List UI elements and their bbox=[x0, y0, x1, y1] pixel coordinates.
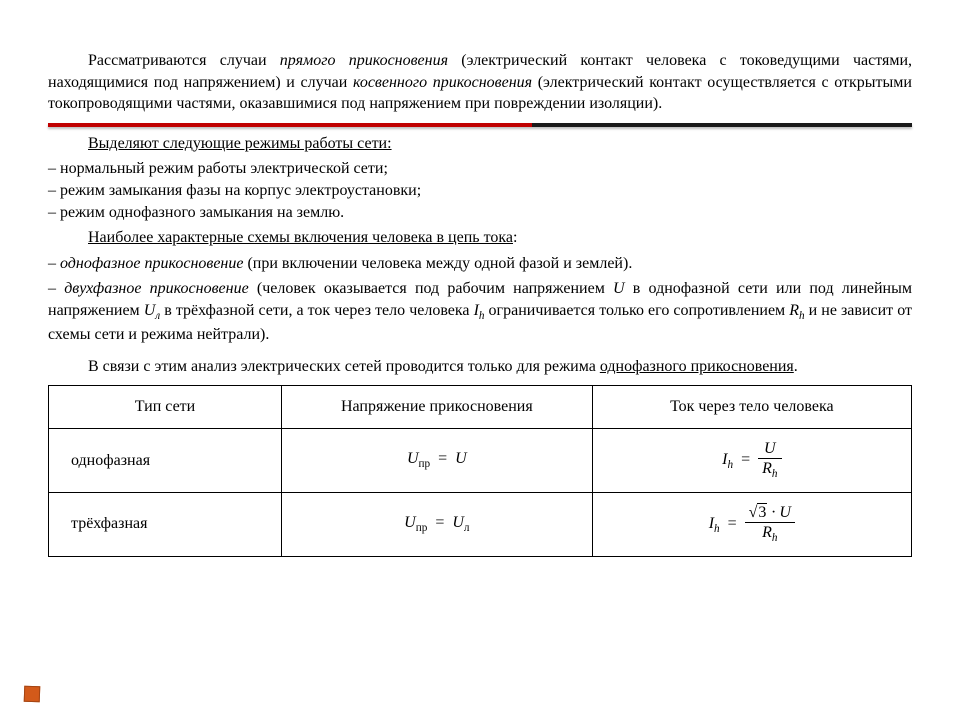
slide-marker-icon bbox=[24, 686, 41, 703]
conclusion-prefix: В связи с этим анализ электрических сете… bbox=[88, 358, 600, 375]
v1-lhs-sub: пр bbox=[419, 458, 431, 470]
schemes-heading-suffix: : bbox=[513, 229, 517, 246]
conclusion-under: однофазного прикосновения bbox=[600, 358, 794, 375]
scheme2-Rh: R bbox=[789, 302, 799, 319]
intro-em-1: прямого прикосновения bbox=[280, 52, 448, 69]
scheme1-rest: (при включении человека между одной фазо… bbox=[243, 255, 632, 272]
v2-rhs-sub: л bbox=[464, 522, 470, 534]
th-voltage: Напряжение прикосновения bbox=[282, 386, 593, 429]
conclusion-paragraph: В связи с этим анализ электрических сете… bbox=[48, 356, 912, 378]
document-page: Рассматриваются случаи прямого прикоснов… bbox=[0, 0, 960, 577]
cell-current-2: Ih = √3 · U Rh bbox=[592, 492, 911, 556]
i2-den-sub: h bbox=[772, 532, 778, 544]
th-type: Тип сети bbox=[49, 386, 282, 429]
v2-lhs: U bbox=[404, 514, 416, 531]
cell-current-1: Ih = U Rh bbox=[592, 429, 911, 493]
scheme-line-1: – однофазное прикосновение (при включени… bbox=[48, 253, 912, 275]
cell-voltage-2: Uпр = Uл bbox=[282, 492, 593, 556]
scheme2-Ul: U bbox=[144, 302, 156, 319]
schemes-heading-line: Наиболее характерные схемы включения чел… bbox=[48, 227, 912, 249]
th-current: Ток через тело человека bbox=[592, 386, 911, 429]
cell-type-2: трёхфазная bbox=[49, 492, 282, 556]
modes-item-1: – нормальный режим работы электрической … bbox=[48, 158, 912, 180]
v1-lhs: U bbox=[407, 450, 419, 467]
modes-item-2: – режим замыкания фазы на корпус электро… bbox=[48, 180, 912, 202]
scheme2-em: – двухфазное прикосновение bbox=[48, 280, 249, 297]
modes-heading-line: Выделяют следующие режимы работы сети: bbox=[48, 133, 912, 155]
i1-den-sub: h bbox=[772, 468, 778, 480]
i2-lhs-sub: h bbox=[714, 523, 720, 535]
scheme1-em: – однофазное прикосновение bbox=[48, 255, 243, 272]
i1-num: U bbox=[758, 439, 781, 459]
table-row: трёхфазная Uпр = Uл Ih = √3 · U Rh bbox=[49, 492, 912, 556]
v2-op: = bbox=[435, 514, 444, 531]
modes-heading: Выделяют следующие режимы работы сети: bbox=[88, 135, 392, 152]
divider-black bbox=[532, 123, 912, 127]
network-table: Тип сети Напряжение прикосновения Ток че… bbox=[48, 385, 912, 556]
table-row: однофазная Uпр = U Ih = U Rh bbox=[49, 429, 912, 493]
scheme-line-2: – двухфазное прикосновение (человек оказ… bbox=[48, 278, 912, 345]
schemes-heading: Наиболее характерные схемы включения чел… bbox=[88, 229, 513, 246]
v2-lhs-sub: пр bbox=[416, 522, 428, 534]
intro-em-2: косвенного прикосновения bbox=[353, 74, 532, 91]
v1-rhs: U bbox=[455, 450, 467, 467]
divider-red bbox=[48, 123, 532, 127]
conclusion-suffix: . bbox=[794, 358, 798, 375]
scheme2-d: ограничивается только его сопротивлением bbox=[485, 302, 790, 319]
cell-type-1: однофазная bbox=[49, 429, 282, 493]
scheme2-c: в трёхфазной сети, а ток через тело чело… bbox=[160, 302, 473, 319]
section-divider bbox=[48, 123, 912, 127]
intro-paragraph: Рассматриваются случаи прямого прикоснов… bbox=[48, 50, 912, 115]
v1-op: = bbox=[438, 450, 447, 467]
i2-num: U bbox=[779, 504, 791, 521]
v2-rhs: U bbox=[452, 514, 464, 531]
i2-den: R bbox=[762, 524, 772, 541]
scheme2-a: (человек оказывается под рабочим напряже… bbox=[249, 280, 613, 297]
i1-den: R bbox=[762, 460, 772, 477]
intro-text-1: Рассматриваются случаи bbox=[88, 52, 280, 69]
i1-lhs-sub: h bbox=[728, 459, 734, 471]
cell-voltage-1: Uпр = U bbox=[282, 429, 593, 493]
scheme2-U: U bbox=[613, 280, 625, 297]
modes-item-3: – режим однофазного замыкания на землю. bbox=[48, 202, 912, 224]
table-header-row: Тип сети Напряжение прикосновения Ток че… bbox=[49, 386, 912, 429]
